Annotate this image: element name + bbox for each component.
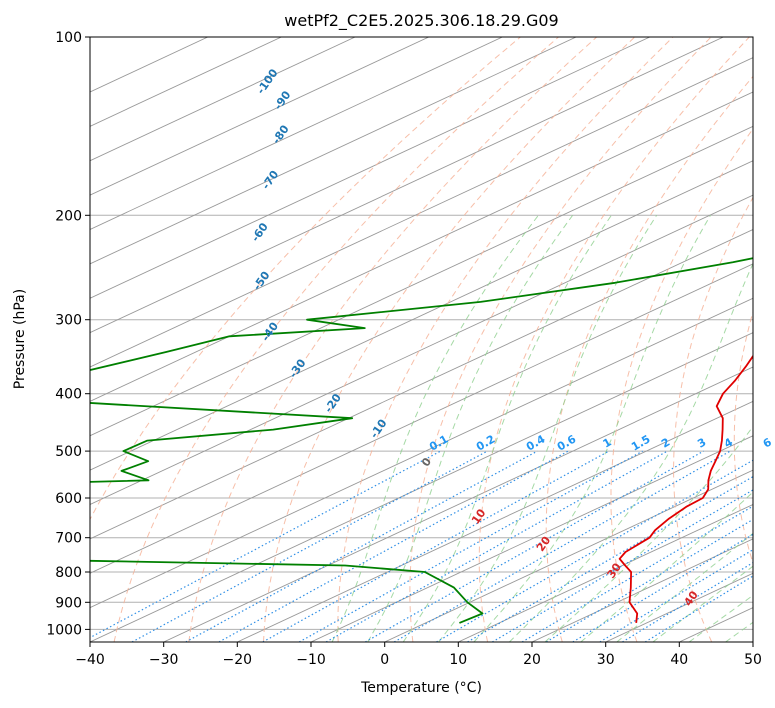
x-tick-label: 40 bbox=[670, 652, 688, 668]
x-tick-label: −10 bbox=[296, 652, 326, 668]
isotherm-line bbox=[310, 435, 753, 642]
mixing-ratio-line bbox=[262, 450, 610, 642]
dry-adiabat-line bbox=[113, 37, 559, 642]
y-tick-label: 1000 bbox=[46, 622, 82, 638]
mixing-ratio-line bbox=[545, 518, 753, 642]
y-tick-label: 200 bbox=[55, 208, 82, 224]
temperature-profile-line bbox=[618, 354, 753, 623]
mixing-ratio-line bbox=[298, 450, 643, 642]
dry-adiabat-line bbox=[673, 196, 753, 642]
moist-adiabat-line bbox=[331, 214, 539, 642]
moist-adiabat-line bbox=[580, 491, 753, 642]
y-tick-label: 100 bbox=[55, 30, 82, 46]
isotherm-line bbox=[90, 37, 577, 265]
mixing-ratio-line bbox=[599, 549, 753, 642]
chart-title: wetPf2_C2E5.2025.306.18.29.G09 bbox=[284, 11, 558, 31]
isotherm-line bbox=[531, 538, 753, 642]
x-tick-label: 50 bbox=[744, 652, 762, 668]
mixing-ratio-line bbox=[644, 575, 753, 642]
mixing-ratio-line bbox=[622, 561, 753, 642]
y-axis-label: Pressure (hPa) bbox=[12, 289, 28, 389]
axes: −40 −30 −20 −10 0 10 20 30 40 50 100 200 300 400 500 60… bbox=[46, 30, 762, 668]
y-tick-label: 600 bbox=[55, 491, 82, 507]
x-tick-label: 10 bbox=[449, 652, 467, 668]
moist-adiabat-line bbox=[652, 565, 753, 642]
x-tick-label: 20 bbox=[523, 652, 541, 668]
isotherm-line bbox=[90, 332, 753, 642]
isotherm-line bbox=[163, 366, 753, 642]
profile-lines bbox=[90, 257, 753, 624]
isotherm-line bbox=[90, 37, 724, 334]
mixing-ratio-line bbox=[185, 450, 538, 642]
y-tick-label: 500 bbox=[55, 444, 82, 460]
y-tick-label: 800 bbox=[55, 565, 82, 581]
y-tick-label: 300 bbox=[55, 313, 82, 329]
isotherm-line bbox=[90, 194, 753, 505]
mixing-ratio-line bbox=[436, 459, 753, 642]
isotherm-line bbox=[237, 400, 753, 642]
isotherm-line bbox=[90, 297, 753, 609]
isotherm-line bbox=[90, 57, 753, 368]
x-axis-label: Temperature (°C) bbox=[360, 680, 482, 696]
mixing-ratio-line bbox=[218, 450, 569, 642]
isotherm-line bbox=[90, 91, 753, 402]
isotherm-line bbox=[90, 160, 753, 471]
isotherm-line bbox=[90, 228, 753, 540]
isotherm-line bbox=[90, 125, 753, 437]
dry-adiabat-line bbox=[409, 37, 712, 642]
isotherm-line bbox=[458, 503, 753, 642]
mixing-ratio-line bbox=[572, 533, 753, 642]
isotherm-line bbox=[90, 37, 503, 230]
y-tick-label: 900 bbox=[55, 595, 82, 611]
moist-adiabat-line bbox=[367, 215, 574, 642]
x-tick-label: 0 bbox=[380, 652, 389, 668]
mixing-ratio-line bbox=[491, 489, 753, 642]
moist-adiabat-line bbox=[509, 262, 753, 642]
dry-adiabat-line bbox=[545, 75, 753, 642]
y-tick-label: 400 bbox=[55, 387, 82, 403]
moist-adiabat-line bbox=[688, 594, 753, 642]
plot-frame bbox=[89, 36, 754, 643]
dry-adiabat-line bbox=[733, 310, 753, 565]
moist-adiabat-line bbox=[438, 215, 658, 642]
isotherm-line bbox=[90, 37, 356, 162]
y-tick-label: 700 bbox=[55, 531, 82, 547]
isotherm-line bbox=[90, 37, 429, 196]
dry-adiabat-line bbox=[610, 128, 753, 642]
dry-adiabat-line bbox=[188, 37, 598, 642]
x-tick-label: −40 bbox=[75, 652, 105, 668]
x-tick-label: 30 bbox=[597, 652, 615, 668]
plot-background-lines bbox=[90, 37, 753, 642]
isotherm-line bbox=[384, 469, 753, 642]
dry-adiabat-line bbox=[337, 37, 674, 642]
moist-adiabat-line bbox=[402, 215, 612, 642]
dry-adiabat-line bbox=[263, 37, 636, 642]
isotherm-line bbox=[90, 263, 753, 574]
dry-adiabat-line bbox=[478, 37, 750, 642]
x-tick-label: −30 bbox=[149, 652, 179, 668]
x-tick-label: −20 bbox=[223, 652, 253, 668]
isotherm-line bbox=[90, 37, 650, 299]
